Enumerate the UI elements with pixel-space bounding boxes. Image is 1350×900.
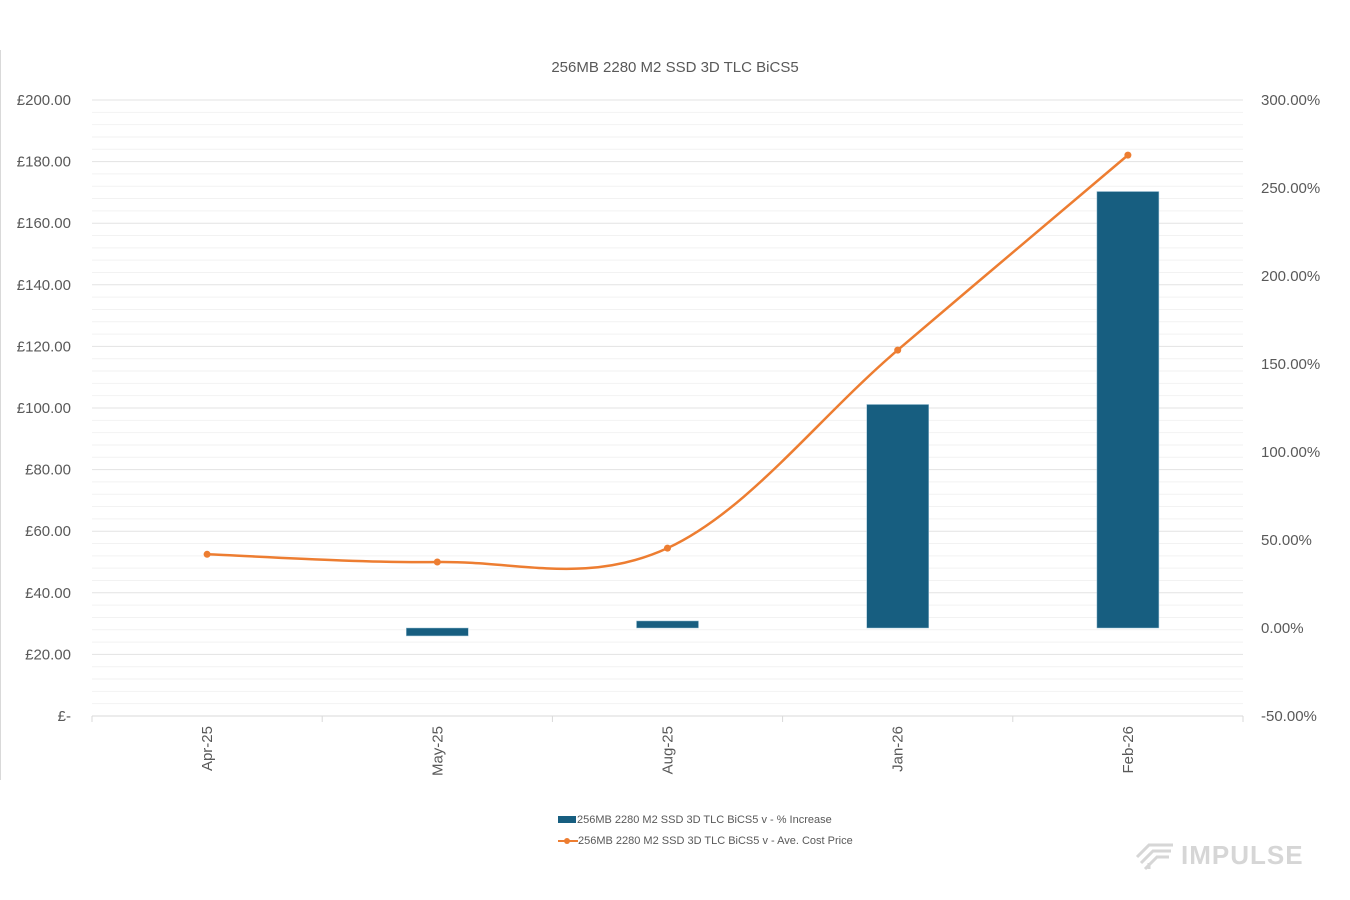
chart-plot-area: £- £20.00 £40.00 £60.00 £80.00 £100.00 £120.00… [17,92,1320,776]
logo-text: IMPULSE [1181,840,1304,870]
x-axis-category-label: Aug-25 [660,726,677,774]
right-axis-tick-label: 250.00% [1261,180,1320,197]
percent-increase-bar[interactable] [866,404,929,629]
ave-cost-price-marker[interactable] [894,346,902,354]
percent-increase-bar[interactable] [636,620,699,629]
ave-cost-price-marker[interactable] [433,558,441,566]
left-axis-tick-label: £160.00 [17,215,71,232]
legend-label-percent-increase: 256MB 2280 M2 SSD 3D TLC BiCS5 v - % Inc… [577,813,832,826]
ave-cost-price-marker[interactable] [664,544,671,552]
x-axis-category-label: Feb-26 [1120,726,1137,774]
stripes-chevron-icon [1135,843,1173,870]
ave-cost-price-marker[interactable] [203,550,211,558]
left-axis-tick-label: £180.00 [17,154,71,171]
bar-swatch-icon [558,816,576,823]
ave-cost-price-marker[interactable] [1124,151,1132,159]
left-axis-tick-label: £- [58,708,71,725]
legend-item-ave-cost-price[interactable]: 256MB 2280 M2 SSD 3D TLC BiCS5 v - Ave. … [558,830,853,851]
left-axis-tick-label: £120.00 [17,338,71,355]
x-axis-category-label: Jan-26 [890,726,907,772]
right-axis-tick-label: 100.00% [1261,444,1320,461]
right-axis-tick-label: 200.00% [1261,268,1320,285]
x-axis-category-label: May-25 [429,726,446,776]
chart-title: 256MB 2280 M2 SSD 3D TLC BiCS5 [551,59,799,76]
right-axis-tick-label: 0.00% [1261,620,1304,637]
right-axis-tick-label: 300.00% [1261,92,1320,109]
impulse-logo: IMPULSE [1135,840,1304,871]
legend-label-ave-cost-price: 256MB 2280 M2 SSD 3D TLC BiCS5 v - Ave. … [578,834,853,847]
left-axis-tick-label: £20.00 [25,646,71,663]
chart-frame-border [0,50,1,780]
left-axis-tick-label: £200.00 [17,92,71,109]
left-axis-tick-label: £40.00 [25,585,71,602]
right-axis-tick-label: 150.00% [1261,356,1320,373]
left-axis-tick-label: £140.00 [17,277,71,294]
x-axis-category-label: Apr-25 [199,726,216,771]
left-axis-tick-label: £60.00 [25,523,71,540]
left-axis-tick-label: £100.00 [17,400,71,417]
percent-increase-bar[interactable] [1096,191,1160,629]
line-marker-swatch-icon [558,836,578,846]
legend-item-percent-increase[interactable]: 256MB 2280 M2 SSD 3D TLC BiCS5 v - % Inc… [558,809,853,830]
left-axis-tick-label: £80.00 [25,462,71,479]
chart-legend: 256MB 2280 M2 SSD 3D TLC BiCS5 v - % Inc… [558,809,853,851]
percent-increase-bar[interactable] [406,627,469,637]
right-axis-tick-label: -50.00% [1261,708,1317,725]
ave-cost-price-line[interactable] [207,154,1129,571]
right-axis-tick-label: 50.00% [1261,532,1312,549]
